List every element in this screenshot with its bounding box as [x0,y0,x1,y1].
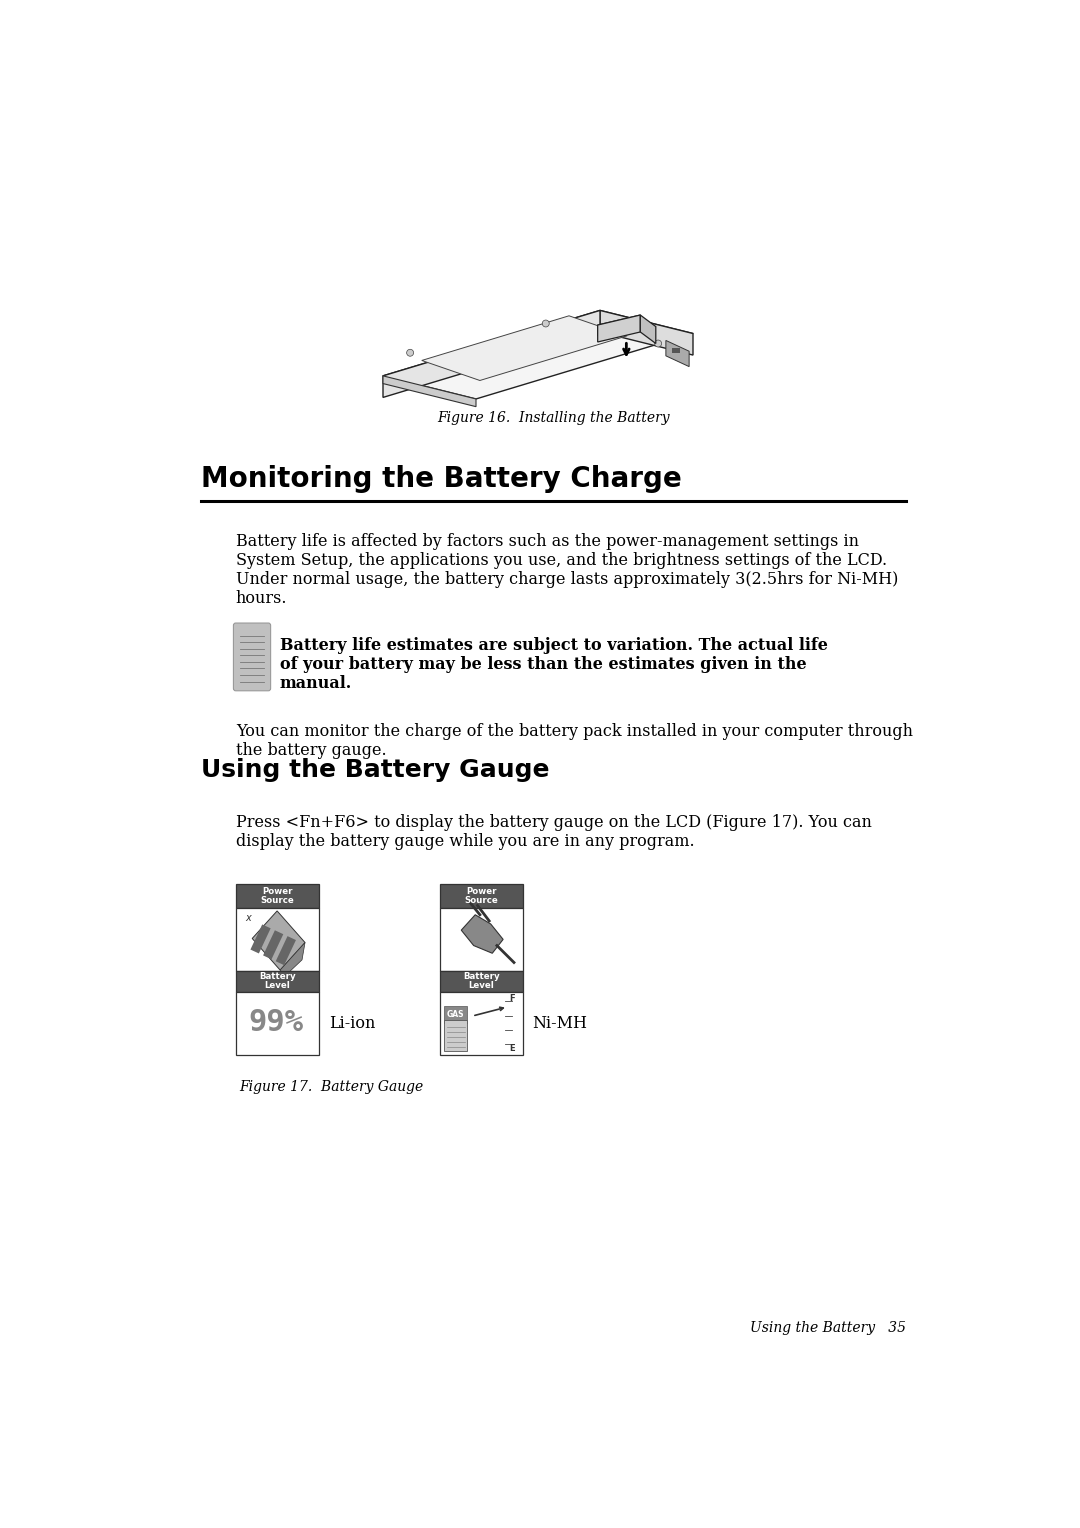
Text: System Setup, the applications you use, and the brightness settings of the LCD.: System Setup, the applications you use, … [235,552,887,568]
Text: Power
Source: Power Source [464,886,498,905]
Text: of your battery may be less than the estimates given in the: of your battery may be less than the est… [280,656,807,672]
Text: Using the Battery   35: Using the Battery 35 [751,1320,906,1334]
Polygon shape [422,316,627,380]
Text: Power
Source: Power Source [260,886,295,905]
Text: Press <Fn+F6> to display the battery gauge on the LCD (Figure 17). You can: Press <Fn+F6> to display the battery gau… [235,814,872,831]
Polygon shape [597,315,640,336]
Polygon shape [264,931,283,960]
FancyBboxPatch shape [233,623,271,691]
Text: GAS: GAS [447,1010,464,1019]
Text: Using the Battery Gauge: Using the Battery Gauge [201,758,550,782]
Bar [235,885,320,908]
Circle shape [407,350,414,356]
Polygon shape [383,376,476,406]
Circle shape [542,319,550,327]
Text: 99%: 99% [248,1008,303,1038]
Bar [444,1005,468,1022]
Text: Monitoring the Battery Charge: Monitoring the Battery Charge [201,465,681,494]
Bar [235,970,320,992]
Bar [235,992,320,1056]
Polygon shape [383,310,693,399]
Polygon shape [461,915,503,953]
Bar [444,1021,468,1051]
Text: hours.: hours. [235,590,287,607]
Text: Battery
Level: Battery Level [259,972,296,990]
Bar [440,992,524,1056]
Text: Battery life estimates are subject to variation. The actual life: Battery life estimates are subject to va… [280,637,827,654]
Polygon shape [600,310,693,354]
Polygon shape [666,341,689,367]
Polygon shape [640,315,656,344]
Text: display the battery gauge while you are in any program.: display the battery gauge while you are … [235,833,694,850]
Bar [440,885,524,908]
Text: Battery life is affected by factors such as the power-management settings in: Battery life is affected by factors such… [235,533,859,550]
Text: Figure 17.  Battery Gauge: Figure 17. Battery Gauge [240,1080,423,1094]
Bar [440,970,524,992]
Text: F: F [510,993,515,1002]
Text: Li-ion: Li-ion [328,1015,375,1033]
Polygon shape [280,943,305,976]
Text: E: E [510,1044,515,1053]
Bar [672,348,679,353]
Text: the battery gauge.: the battery gauge. [235,741,387,758]
Text: manual.: manual. [280,675,352,692]
Polygon shape [383,310,600,397]
Bar [440,908,524,970]
Text: You can monitor the charge of the battery pack installed in your computer throug: You can monitor the charge of the batter… [235,723,913,740]
Polygon shape [597,315,640,342]
Polygon shape [253,911,305,970]
Text: Ni-MH: Ni-MH [532,1015,588,1033]
Polygon shape [275,937,296,966]
Text: Figure 16.  Installing the Battery: Figure 16. Installing the Battery [437,411,670,425]
Polygon shape [251,924,271,953]
Text: Under normal usage, the battery charge lasts approximately 3(2.5hrs for Ni-MH): Under normal usage, the battery charge l… [235,570,899,588]
Text: x: x [245,912,251,923]
Circle shape [654,341,662,347]
Text: Battery
Level: Battery Level [463,972,500,990]
Bar [235,908,320,970]
